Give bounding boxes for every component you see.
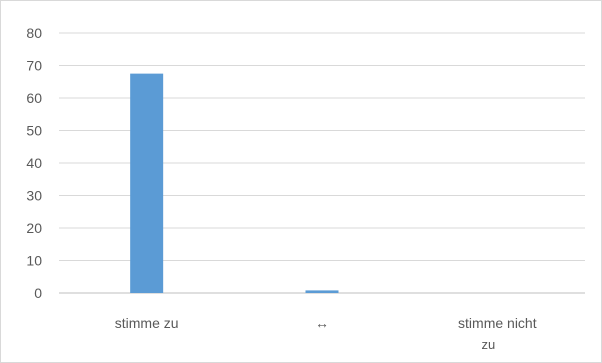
bar [130,73,164,293]
y-tick-label: 0 [34,285,42,301]
y-tick-label: 30 [26,188,42,204]
y-tick-label: 10 [26,253,42,269]
y-tick-label: 70 [26,58,42,74]
y-tick-label: 40 [26,155,42,171]
x-category-label: stimme nicht zu [458,315,537,352]
x-category-label: ↔ [315,315,329,331]
y-tick-label: 80 [26,25,42,41]
x-category-label: stimme zu [115,315,179,331]
bar [305,290,339,293]
y-tick-label: 20 [26,220,42,236]
y-tick-label: 60 [26,90,42,106]
y-tick-label: 50 [26,123,42,139]
